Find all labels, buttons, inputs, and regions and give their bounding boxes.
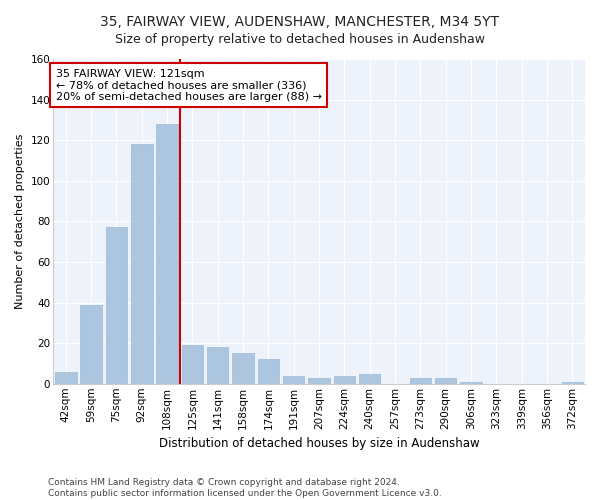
Bar <box>257 360 279 384</box>
Bar <box>283 376 304 384</box>
Text: Size of property relative to detached houses in Audenshaw: Size of property relative to detached ho… <box>115 32 485 46</box>
Bar <box>55 372 77 384</box>
Bar <box>562 382 583 384</box>
Bar <box>182 345 203 384</box>
Bar <box>207 347 229 384</box>
Bar <box>460 382 482 384</box>
Y-axis label: Number of detached properties: Number of detached properties <box>15 134 25 309</box>
Text: 35 FAIRWAY VIEW: 121sqm
← 78% of detached houses are smaller (336)
20% of semi-d: 35 FAIRWAY VIEW: 121sqm ← 78% of detache… <box>56 68 322 102</box>
Text: Contains HM Land Registry data © Crown copyright and database right 2024.
Contai: Contains HM Land Registry data © Crown c… <box>48 478 442 498</box>
Text: 35, FAIRWAY VIEW, AUDENSHAW, MANCHESTER, M34 5YT: 35, FAIRWAY VIEW, AUDENSHAW, MANCHESTER,… <box>101 15 499 29</box>
Bar <box>131 144 152 384</box>
Bar <box>435 378 457 384</box>
Bar <box>308 378 330 384</box>
Bar <box>232 354 254 384</box>
Bar <box>334 376 355 384</box>
Bar <box>157 124 178 384</box>
Bar <box>106 228 127 384</box>
Bar <box>359 374 380 384</box>
Bar <box>80 304 102 384</box>
Bar <box>410 378 431 384</box>
X-axis label: Distribution of detached houses by size in Audenshaw: Distribution of detached houses by size … <box>159 437 479 450</box>
